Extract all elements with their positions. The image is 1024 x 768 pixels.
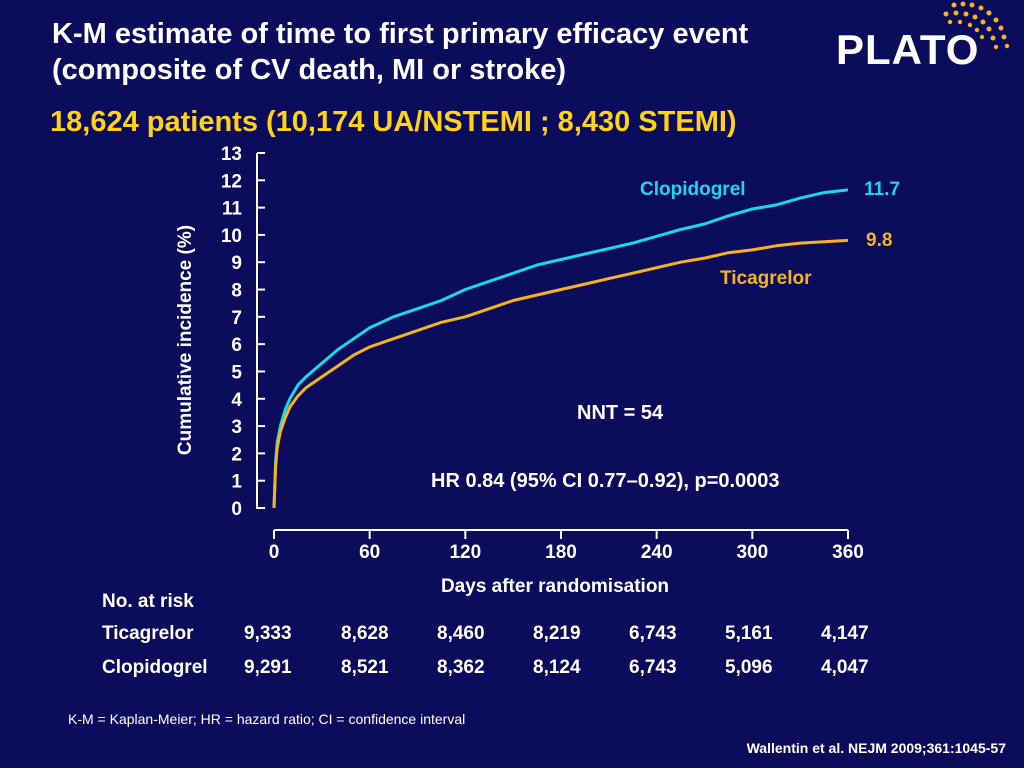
x-tick-label: 60 bbox=[359, 542, 380, 563]
x-tick-label: 120 bbox=[449, 542, 481, 563]
end-value-clopidogrel: 11.7 bbox=[864, 179, 900, 200]
at-risk-heading: No. at risk bbox=[102, 591, 194, 612]
y-tick-label: 1 bbox=[231, 472, 242, 493]
at-risk-value: 8,460 bbox=[437, 623, 485, 644]
series-line-ticagrelor bbox=[272, 238, 849, 509]
footnote: K-M = Kaplan-Meier; HR = hazard ratio; C… bbox=[68, 711, 466, 727]
at-risk-value: 8,628 bbox=[341, 623, 389, 644]
at-risk-value: 9,333 bbox=[244, 623, 292, 644]
at-risk-value: 4,047 bbox=[821, 657, 869, 678]
x-tick-label: 180 bbox=[545, 542, 577, 563]
y-tick-label: 12 bbox=[221, 171, 242, 192]
at-risk-label: Clopidogrel bbox=[102, 657, 208, 678]
x-tick-label: 0 bbox=[269, 542, 280, 563]
nnt-annotation: NNT = 54 bbox=[577, 402, 664, 424]
at-risk-value: 4,147 bbox=[821, 623, 869, 644]
y-tick-label: 5 bbox=[231, 362, 242, 383]
at-risk-value: 6,743 bbox=[629, 623, 677, 644]
y-tick-label: 3 bbox=[231, 417, 242, 438]
legend-clopidogrel: Clopidogrel bbox=[640, 179, 746, 200]
at-risk-value: 8,219 bbox=[533, 623, 581, 644]
x-tick-label: 240 bbox=[641, 542, 673, 563]
y-tick-label: 8 bbox=[231, 281, 242, 302]
at-risk-value: 8,124 bbox=[533, 657, 581, 678]
at-risk-value: 5,161 bbox=[725, 623, 773, 644]
y-tick-label: 4 bbox=[231, 390, 242, 411]
logo-dots-icon bbox=[943, 1, 1010, 50]
x-tick-label: 300 bbox=[736, 542, 768, 563]
y-tick-label: 10 bbox=[221, 226, 242, 247]
x-axis-label: Days after randomisation bbox=[440, 576, 670, 597]
slide-title: K-M estimate of time to first primary ef… bbox=[52, 18, 749, 86]
end-value-ticagrelor: 9.8 bbox=[866, 230, 893, 251]
hr-annotation: HR 0.84 (95% CI 0.77–0.92), p=0.0003 bbox=[431, 470, 780, 492]
x-tick-label: 360 bbox=[832, 542, 864, 563]
y-tick-label: 7 bbox=[231, 308, 242, 329]
y-tick-label: 11 bbox=[222, 199, 243, 220]
at-risk-value: 6,743 bbox=[629, 657, 677, 678]
y-axis-label: Cumulative incidence (%) bbox=[175, 224, 196, 456]
y-tick-label: 6 bbox=[231, 335, 242, 356]
citation: Wallentin et al. NEJM 2009;361:1045-57 bbox=[746, 740, 1006, 756]
y-tick-label: 2 bbox=[231, 444, 242, 465]
logo-text: PLATO bbox=[836, 26, 980, 73]
slide-subtitle: 18,624 patients (10,174 UA/NSTEMI ; 8,43… bbox=[50, 106, 737, 138]
at-risk-value: 8,362 bbox=[437, 657, 485, 678]
at-risk-value: 5,096 bbox=[725, 657, 773, 678]
at-risk-label: Ticagrelor bbox=[102, 623, 194, 644]
at-risk-value: 8,521 bbox=[341, 657, 389, 678]
at-risk-value: 9,291 bbox=[244, 657, 292, 678]
at-risk-row-ticagrelor: Ticagrelor 9,333 8,628 8,460 8,219 6,743… bbox=[0, 623, 1024, 649]
legend-ticagrelor: Ticagrelor bbox=[720, 268, 812, 289]
y-tick-label: 13 bbox=[221, 144, 242, 165]
series-line-clopidogrel bbox=[272, 188, 849, 509]
plato-logo: PLATO bbox=[832, 0, 1024, 80]
y-tick-label: 0 bbox=[231, 499, 242, 520]
y-tick-label: 9 bbox=[231, 253, 242, 274]
at-risk-row-clopidogrel: Clopidogrel 9,291 8,521 8,362 8,124 6,74… bbox=[0, 657, 1024, 683]
